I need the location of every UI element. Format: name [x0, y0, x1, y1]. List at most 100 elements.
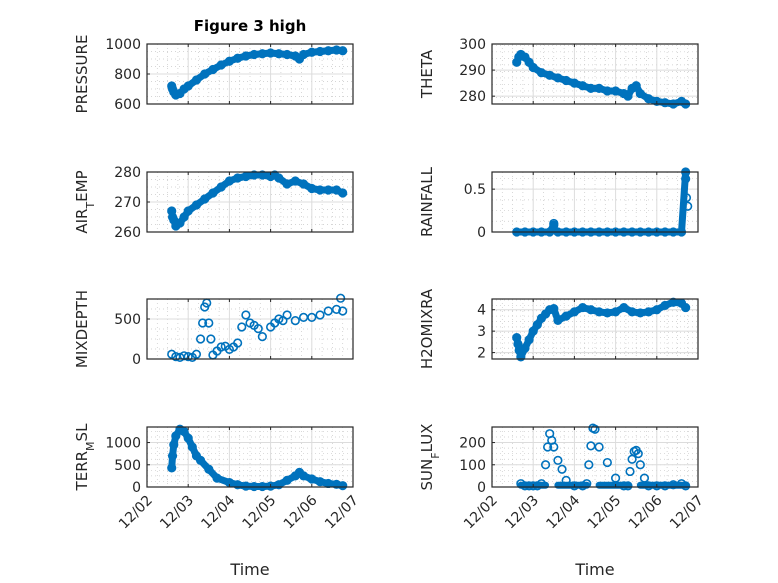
- data-point: [315, 310, 325, 320]
- data-point: [338, 306, 348, 316]
- x-tick-label: 12/06: [626, 492, 666, 532]
- data-point: [331, 304, 342, 315]
- x-tick-label: 12/07: [667, 493, 707, 533]
- y-axis-label: TERRMSL: [73, 423, 97, 492]
- axes-box: [491, 426, 699, 488]
- axes-box: [146, 298, 354, 360]
- x-tick-label: 12/04: [543, 492, 583, 532]
- y-axis-label: MIXDEPTH: [73, 290, 91, 368]
- y-axis-label: RAINFALL: [418, 166, 436, 237]
- y-axis-label: THETA: [418, 49, 436, 99]
- data-point: [282, 310, 292, 320]
- y-tick-label: 200: [459, 436, 486, 452]
- panel-sun_flux: 0 100 200 SUNFLUX 12/02 12/03 12/04 12/05 12/06 1…: [418, 423, 707, 579]
- y-tick-label: 2: [477, 346, 486, 362]
- data-point: [625, 466, 635, 477]
- data-point: [191, 349, 202, 359]
- plot-area: [492, 172, 698, 232]
- x-tick-label: 12/02: [116, 493, 156, 533]
- marker-band: [546, 221, 558, 236]
- data-point: [237, 322, 247, 332]
- data-point: [204, 318, 214, 328]
- marker-band: [333, 46, 347, 55]
- y-tick-label: 260: [114, 225, 141, 241]
- data-point: [179, 351, 189, 361]
- y-axis-label: AIRTEMP: [73, 170, 97, 233]
- axes-box: [491, 171, 699, 233]
- plot-area: [492, 427, 698, 487]
- y-tick-label: 500: [114, 458, 141, 474]
- data-point: [635, 460, 645, 470]
- data-point: [549, 442, 559, 452]
- plot-area: [147, 427, 353, 487]
- data-point: [290, 316, 300, 326]
- data-point: [216, 342, 226, 352]
- panel-rainfall: 0 0.5 RAINFALL: [418, 166, 699, 241]
- y-tick-label: 500: [114, 312, 141, 328]
- y-tick-label: 0: [132, 352, 141, 368]
- y-tick-label: 270: [114, 195, 141, 211]
- data-point: [257, 332, 267, 342]
- y-tick-label: 1000: [105, 37, 141, 53]
- x-tick-label: 12/06: [281, 492, 321, 532]
- data-point: [274, 314, 284, 324]
- x-tick-label: 12/05: [240, 493, 280, 533]
- panel-mixdepth: 0 500 MIXDEPTH: [73, 290, 354, 368]
- marker-band: [678, 168, 690, 236]
- y-axis-label: SUNFLUX: [418, 424, 442, 491]
- marker-band: [333, 480, 347, 490]
- panel-theta: 280 290 300 THETA: [418, 37, 699, 109]
- figure-title: Figure 3 high: [194, 17, 307, 35]
- y-tick-label: 3: [477, 324, 486, 340]
- data-point: [594, 442, 604, 452]
- data-point: [206, 334, 216, 344]
- panel-h2omixra: 2 3 4 H2OMIXRA: [418, 288, 699, 369]
- y-axis-label: H2OMIXRA: [418, 288, 436, 369]
- y-tick-label: 4: [477, 303, 486, 319]
- y-tick-label: 0: [477, 225, 486, 241]
- marker-band: [678, 299, 690, 312]
- plot-area: [147, 299, 353, 359]
- x-axis-label: Time: [229, 560, 269, 579]
- y-tick-label: 800: [114, 67, 141, 83]
- marker-band: [333, 186, 347, 197]
- x-tick-label: 12/03: [502, 493, 542, 533]
- axes-box: [146, 426, 354, 488]
- data-point: [198, 318, 208, 328]
- data-point: [253, 324, 263, 334]
- data-point: [557, 464, 567, 474]
- data-point: [307, 312, 317, 323]
- y-tick-label: 100: [459, 458, 486, 474]
- data-point: [233, 338, 243, 348]
- data-point: [633, 449, 643, 459]
- x-tick-label: 12/07: [322, 493, 362, 533]
- data-point: [602, 457, 612, 468]
- y-tick-label: 300: [459, 37, 486, 53]
- x-axis-label: Time: [574, 560, 614, 579]
- y-tick-label: 600: [114, 97, 141, 113]
- y-tick-label: 290: [459, 63, 486, 79]
- y-tick-label: 0.5: [464, 182, 486, 198]
- x-tick-label: 12/04: [198, 492, 238, 532]
- axes-box: [491, 298, 699, 360]
- y-tick-label: 1000: [105, 436, 141, 452]
- y-tick-label: 0: [132, 480, 141, 496]
- data-point: [590, 424, 600, 434]
- data-point: [543, 442, 553, 452]
- panel-pressure: 600 800 1000 PRESSURE: [73, 35, 354, 113]
- x-tick-label: 12/03: [157, 493, 197, 533]
- y-tick-label: 280: [114, 165, 141, 181]
- data-point: [323, 306, 333, 316]
- data-point: [183, 352, 193, 362]
- data-point: [540, 460, 551, 470]
- data-point: [584, 460, 594, 470]
- x-tick-label: 12/05: [585, 493, 625, 533]
- data-point: [241, 310, 251, 320]
- y-tick-label: 280: [459, 89, 486, 105]
- y-tick-label: 0: [477, 480, 486, 496]
- data-point: [336, 293, 346, 303]
- data-point: [195, 334, 206, 344]
- x-tick-label: 12/02: [461, 493, 501, 533]
- axes-box: [491, 43, 699, 105]
